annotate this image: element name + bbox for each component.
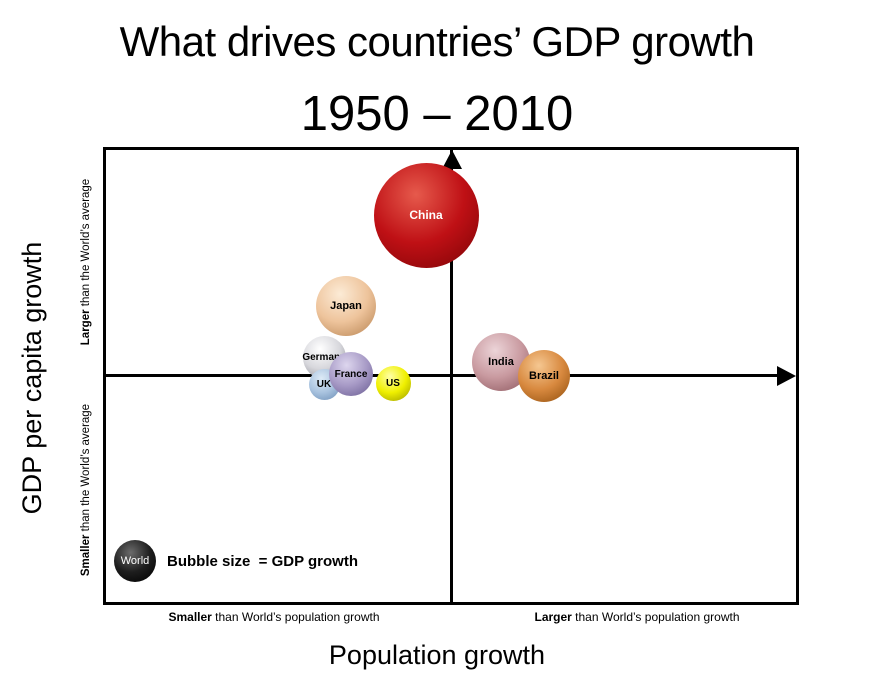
y-annotation-smaller-bold: Smaller bbox=[80, 534, 92, 577]
y-annotation-larger-bold: Larger bbox=[80, 309, 92, 346]
chart-subtitle: 1950 – 2010 bbox=[300, 87, 574, 141]
x-annotation-larger: Larger than World’s population growth bbox=[487, 610, 787, 624]
y-annotation-smaller-rest: than the World’s average bbox=[80, 403, 92, 535]
bubble-label-france: France bbox=[334, 368, 368, 380]
x-annotation-smaller-rest: than World’s population growth bbox=[211, 610, 380, 624]
bubble-france: France bbox=[329, 352, 373, 396]
bubble-us: US bbox=[375, 365, 411, 401]
bubble-label-india: India bbox=[488, 356, 514, 368]
bubble-label-brazil: Brazil bbox=[529, 370, 559, 382]
right-arrowhead-icon bbox=[777, 366, 796, 386]
bubble-brazil: Brazil bbox=[518, 350, 570, 402]
y-annotation-larger: Larger than the World’s average bbox=[80, 152, 96, 372]
bubble-label-world: World bbox=[120, 555, 150, 567]
up-arrowhead-icon bbox=[442, 150, 462, 169]
bubble-world: World bbox=[114, 540, 156, 582]
bubble-label-us: US bbox=[386, 377, 400, 389]
y-annotation-larger-rest: than the World’s average bbox=[80, 178, 92, 310]
bubble-label-japan: Japan bbox=[330, 300, 362, 312]
plot-area: World Germany UK France US India Brazil Japan Ch… bbox=[103, 147, 799, 605]
x-axis-title: Population growth bbox=[328, 640, 546, 670]
horizontal-axis-line bbox=[106, 374, 780, 377]
chart-title: What drives countries’ GDP growth bbox=[119, 18, 755, 65]
x-annotation-smaller: Smaller than World’s population growth bbox=[124, 610, 424, 624]
bubble-label-uk: UK bbox=[316, 378, 332, 390]
x-annotation-larger-rest: than World’s population growth bbox=[571, 610, 740, 624]
y-annotation-smaller: Smaller than the World’s average bbox=[80, 380, 96, 600]
bubble-label-china: China bbox=[409, 208, 443, 222]
size-legend-text: Bubble size = GDP growth bbox=[167, 553, 359, 570]
bubble-japan: Japan bbox=[316, 276, 376, 336]
y-axis-title: GDP per capita growth bbox=[17, 241, 47, 515]
bubble-label-germany: Germany bbox=[302, 351, 346, 363]
x-annotation-smaller-bold: Smaller bbox=[168, 610, 212, 624]
bubble-china: China bbox=[373, 162, 479, 268]
x-annotation-larger-bold: Larger bbox=[534, 610, 572, 624]
